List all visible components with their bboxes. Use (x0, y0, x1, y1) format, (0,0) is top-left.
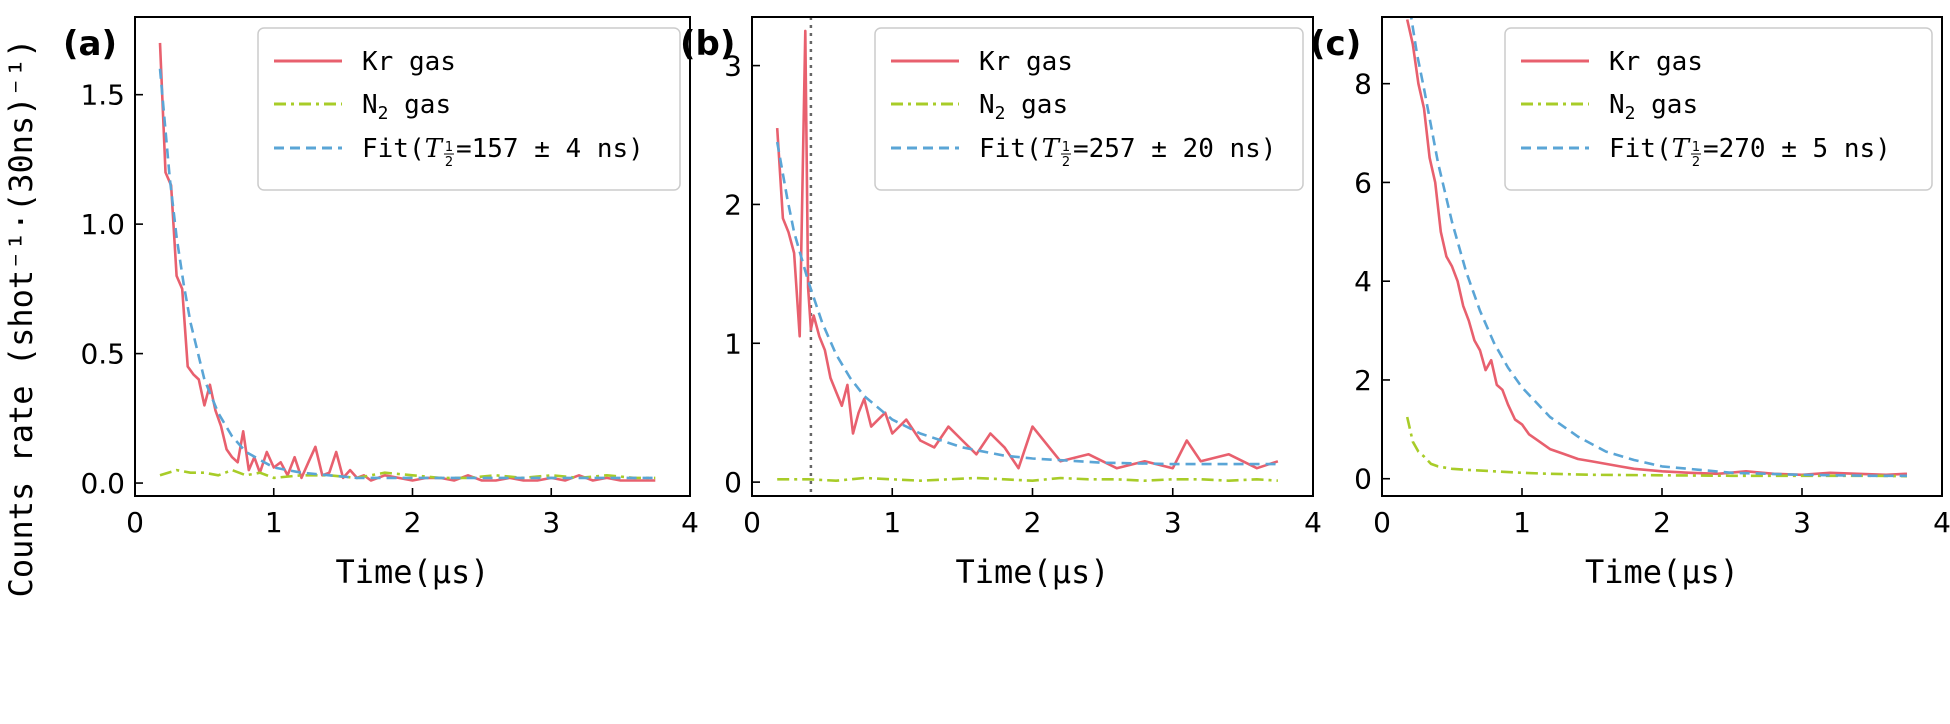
panel-label: (c) (1310, 24, 1361, 64)
y-tick-label: 2 (724, 188, 742, 221)
y-tick-label: 1.5 (80, 79, 125, 112)
y-tick-label: 1.0 (80, 208, 125, 241)
x-axis-title: Time(μs) (335, 553, 489, 591)
plot-frame (1381, 16, 1943, 497)
svg-text:T: T (425, 134, 444, 164)
y-tick-label: 2 (1354, 364, 1372, 397)
x-tick-label: 0 (743, 506, 761, 539)
x-tick-label: 2 (404, 506, 422, 539)
x-tick-label: 4 (1933, 506, 1950, 539)
panel-label: (b) (680, 24, 735, 64)
x-tick-label: 2 (1653, 506, 1671, 539)
series-kr-gas-line (775, 29, 1279, 470)
x-tick-label: 3 (542, 506, 560, 539)
legend-label-kr: Kr gas (362, 47, 456, 77)
svg-text:2: 2 (1062, 155, 1070, 170)
legend-label-fit: Fit(T 12 =270 ± 5 ns) (1609, 134, 1891, 170)
series-n2-gas-line (1405, 416, 1908, 478)
panel-label: (a) (63, 24, 117, 64)
x-tick-label: 4 (681, 506, 699, 539)
legend-label-fit: Fit(T 12 =157 ± 4 ns) (362, 134, 644, 170)
plot-frame (134, 16, 691, 497)
x-tick-label: 0 (126, 506, 144, 539)
legend-box (257, 27, 681, 191)
legend-label-kr: Kr gas (979, 47, 1073, 77)
y-tick-label: 0.0 (80, 467, 125, 500)
legend-box (1504, 27, 1933, 191)
series-n2-gas-line (777, 476, 1278, 483)
y-tick-label: 4 (1354, 265, 1372, 298)
svg-text:Fit(: Fit( (362, 134, 425, 164)
series-fit-line (158, 68, 656, 480)
y-tick-label: 0.5 (80, 338, 125, 371)
legend-label-n2: N2 gas (979, 90, 1068, 124)
legend-box (874, 27, 1304, 191)
series-fit-line (775, 141, 1278, 466)
svg-text:2: 2 (1692, 155, 1700, 170)
svg-text:=157 ± 4 ns): =157 ± 4 ns) (456, 134, 644, 164)
svg-text:T: T (1672, 134, 1691, 164)
legend: Kr gas N2 gas Fit(T 12 =157 ± 4 ns) (257, 27, 681, 191)
x-axis-title: Time(μs) (1585, 553, 1739, 591)
y-axis-title: Counts rate (shot⁻¹·(30ns)⁻¹) (2, 39, 40, 598)
svg-text:=270 ± 5 ns): =270 ± 5 ns) (1703, 134, 1891, 164)
x-tick-label: 3 (1164, 506, 1182, 539)
x-tick-label: 1 (265, 506, 283, 539)
svg-text:Fit(: Fit( (1609, 134, 1672, 164)
legend: Kr gas N2 gas Fit(T 12 =270 ± 5 ns) (1504, 27, 1933, 191)
svg-text:2: 2 (445, 155, 453, 170)
x-tick-label: 2 (1024, 506, 1042, 539)
plot-frame (751, 16, 1314, 497)
legend-label-kr: Kr gas (1609, 47, 1703, 77)
x-tick-label: 3 (1793, 506, 1811, 539)
y-tick-label: 1 (724, 327, 742, 360)
svg-text:Fit(: Fit( (979, 134, 1042, 164)
legend: Kr gas N2 gas Fit(T 12 =257 ± 20 ns) (874, 27, 1304, 191)
svg-text:T: T (1042, 134, 1061, 164)
y-tick-label: 0 (1354, 463, 1372, 496)
svg-text:1: 1 (1062, 140, 1070, 155)
legend-label-fit: Fit(T 12 =257 ± 20 ns) (979, 134, 1276, 170)
y-tick-label: 8 (1354, 68, 1372, 101)
series-kr-gas-line (158, 42, 656, 482)
y-tick-label: 0 (724, 466, 742, 499)
series-fit-line (1409, 17, 1907, 478)
svg-text:1: 1 (445, 140, 453, 155)
legend-label-n2: N2 gas (362, 90, 451, 124)
svg-text:=257 ± 20 ns): =257 ± 20 ns) (1073, 134, 1277, 164)
legend-label-n2: N2 gas (1609, 90, 1698, 124)
x-tick-label: 0 (1373, 506, 1391, 539)
y-tick-label: 6 (1354, 166, 1372, 199)
x-tick-label: 1 (1513, 506, 1531, 539)
svg-text:1: 1 (1692, 140, 1700, 155)
x-tick-label: 4 (1304, 506, 1322, 539)
x-axis-title: Time(μs) (955, 553, 1109, 591)
y-tick-label: 3 (724, 50, 742, 83)
x-tick-label: 1 (883, 506, 901, 539)
